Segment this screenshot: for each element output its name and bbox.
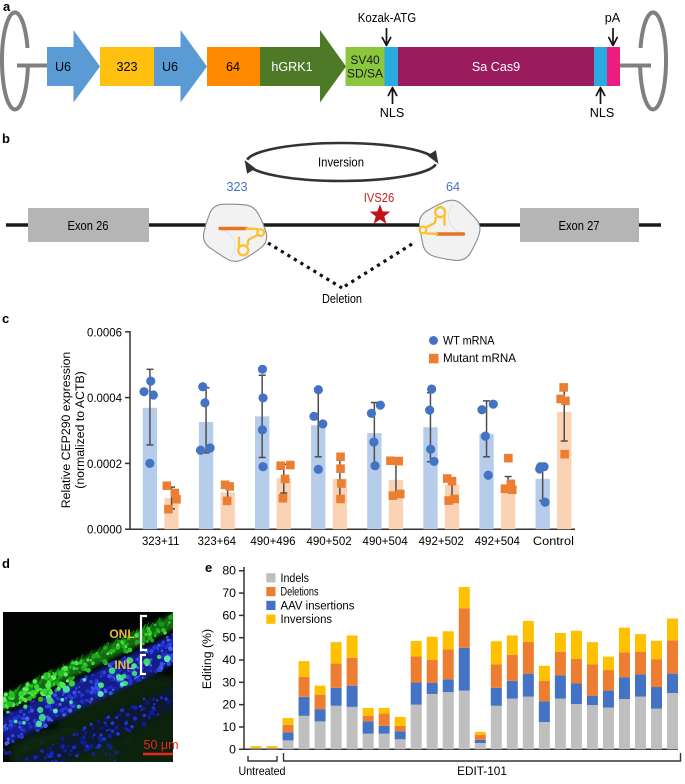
svg-text:Mutant mRNA: Mutant mRNA bbox=[443, 351, 516, 365]
svg-text:SD/SA: SD/SA bbox=[347, 67, 383, 81]
svg-text:70: 70 bbox=[222, 586, 236, 600]
svg-text:d: d bbox=[2, 556, 10, 571]
svg-text:EDIT-101: EDIT-101 bbox=[457, 764, 507, 778]
svg-text:INL: INL bbox=[114, 658, 133, 672]
svg-text:323: 323 bbox=[226, 180, 247, 194]
svg-text:492+502: 492+502 bbox=[419, 534, 464, 548]
svg-text:ONL: ONL bbox=[109, 627, 134, 641]
svg-text:490+504: 490+504 bbox=[363, 534, 408, 548]
svg-text:323+64: 323+64 bbox=[198, 534, 237, 548]
svg-text:SV40: SV40 bbox=[350, 53, 380, 67]
svg-text:Relative CEP290 expression: Relative CEP290 expression bbox=[59, 352, 73, 509]
svg-text:U6: U6 bbox=[55, 60, 71, 74]
svg-text:Exon 26: Exon 26 bbox=[68, 218, 109, 233]
svg-text:a: a bbox=[3, 0, 11, 14]
svg-text:0.0002: 0.0002 bbox=[87, 457, 122, 471]
svg-text:0.0000: 0.0000 bbox=[87, 523, 122, 537]
svg-text:hGRK1: hGRK1 bbox=[271, 60, 312, 74]
svg-text:Exon 27: Exon 27 bbox=[559, 218, 600, 233]
svg-text:Indels: Indels bbox=[281, 571, 310, 585]
svg-text:20: 20 bbox=[222, 698, 236, 712]
svg-text:323+11: 323+11 bbox=[142, 534, 180, 548]
svg-text:Editing (%): Editing (%) bbox=[200, 629, 214, 689]
svg-text:492+504: 492+504 bbox=[475, 534, 520, 548]
svg-text:Kozak-ATG: Kozak-ATG bbox=[358, 11, 417, 25]
svg-text:Deletions: Deletions bbox=[281, 585, 319, 599]
svg-text:e: e bbox=[205, 560, 212, 575]
svg-text:b: b bbox=[2, 131, 10, 146]
svg-text:NLS: NLS bbox=[380, 106, 405, 120]
svg-text:Sa Cas9: Sa Cas9 bbox=[472, 60, 520, 74]
svg-text:30: 30 bbox=[222, 675, 236, 689]
svg-text:0: 0 bbox=[229, 742, 236, 756]
svg-text:Inversion: Inversion bbox=[318, 156, 364, 170]
svg-text:c: c bbox=[2, 311, 9, 326]
svg-text:10: 10 bbox=[222, 720, 236, 734]
svg-text:(normalized to ACTB): (normalized to ACTB) bbox=[73, 371, 87, 489]
svg-text:50 μm: 50 μm bbox=[144, 738, 179, 752]
svg-text:AAV insertions: AAV insertions bbox=[281, 598, 355, 612]
svg-text:490+502: 490+502 bbox=[306, 534, 351, 548]
svg-text:0.0006: 0.0006 bbox=[87, 325, 122, 339]
svg-text:IVS26: IVS26 bbox=[364, 191, 395, 205]
svg-text:U6: U6 bbox=[162, 60, 178, 74]
svg-text:64: 64 bbox=[226, 60, 240, 74]
svg-text:NLS: NLS bbox=[590, 106, 615, 120]
svg-text:323: 323 bbox=[116, 60, 137, 74]
svg-text:WT mRNA: WT mRNA bbox=[443, 334, 495, 348]
svg-text:pA: pA bbox=[605, 11, 621, 25]
svg-text:Inversions: Inversions bbox=[281, 612, 333, 626]
svg-text:0.0004: 0.0004 bbox=[87, 391, 122, 405]
svg-text:60: 60 bbox=[222, 608, 236, 622]
svg-text:50: 50 bbox=[222, 631, 236, 645]
svg-text:490+496: 490+496 bbox=[250, 534, 295, 548]
svg-text:Untreated: Untreated bbox=[239, 764, 286, 778]
svg-text:64: 64 bbox=[446, 180, 460, 194]
svg-text:Control: Control bbox=[533, 534, 574, 548]
svg-text:Deletion: Deletion bbox=[322, 292, 362, 306]
svg-text:40: 40 bbox=[222, 653, 236, 667]
svg-text:80: 80 bbox=[222, 564, 236, 578]
